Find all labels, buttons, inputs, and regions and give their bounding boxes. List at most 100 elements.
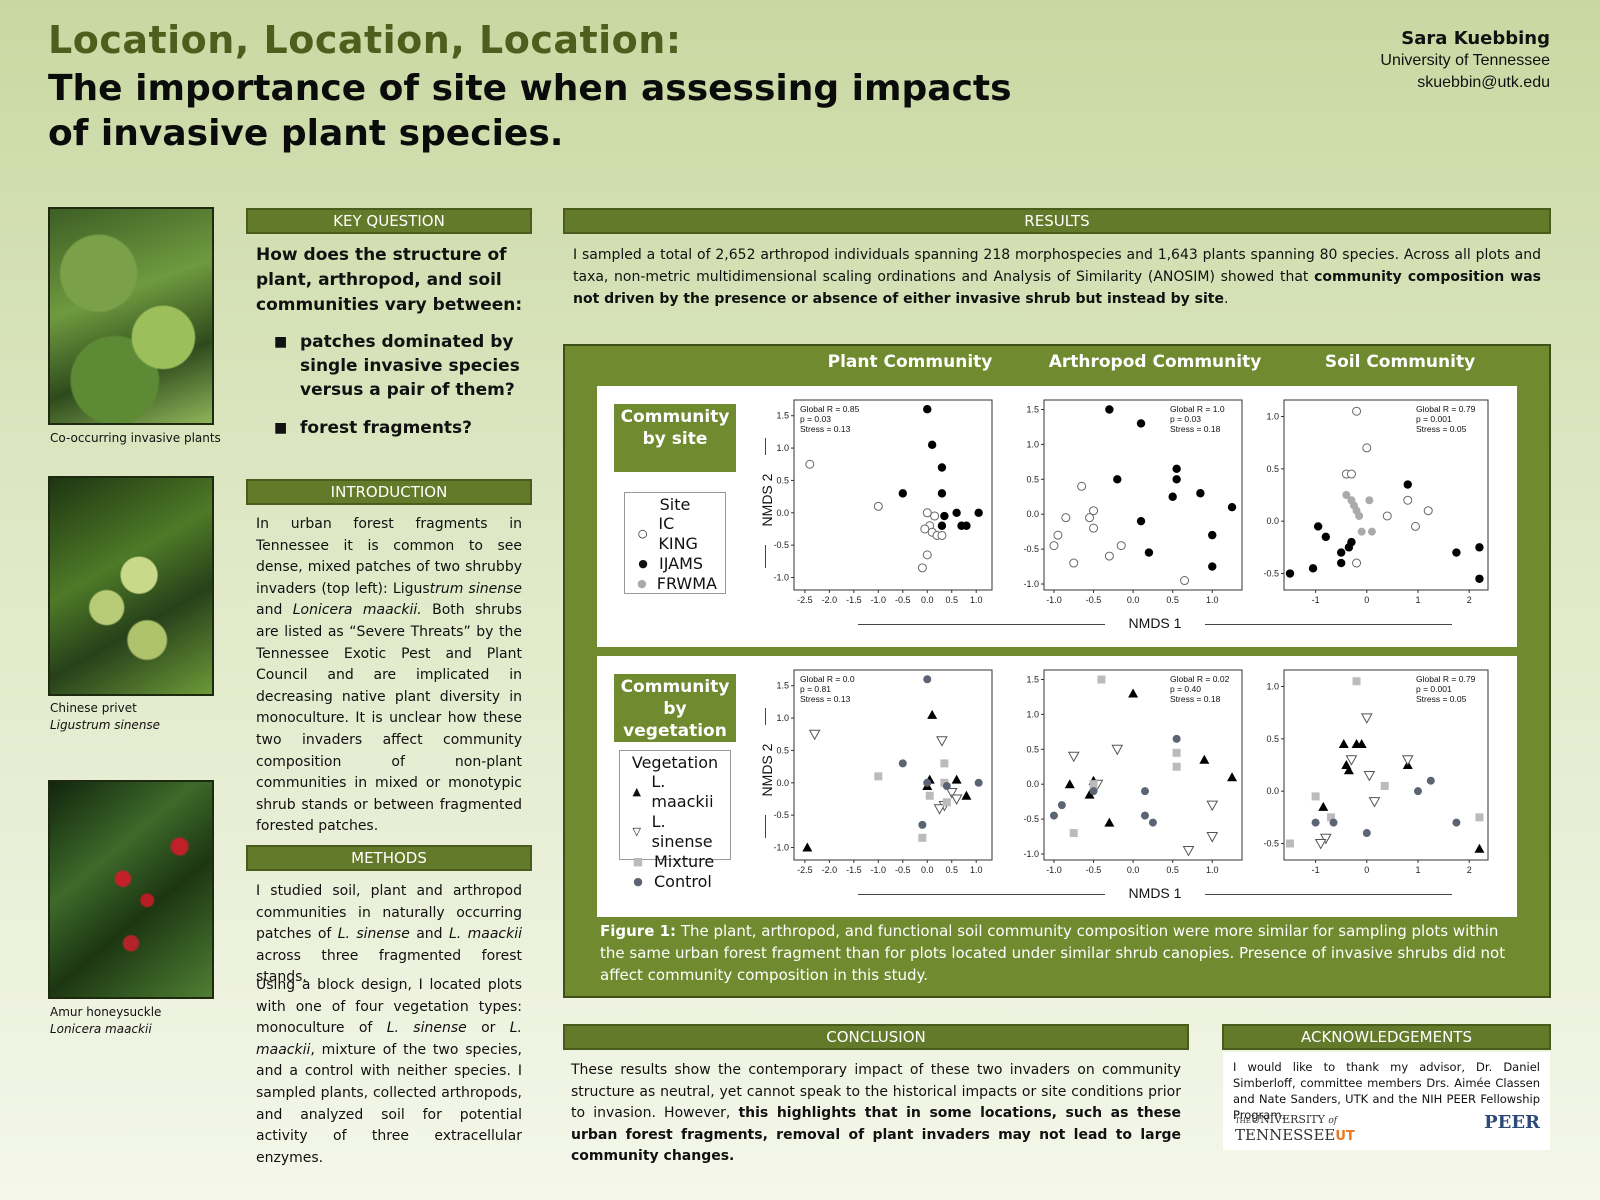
open-triangle-icon: ▽ <box>632 825 642 838</box>
data-point <box>942 782 951 791</box>
photo-caption-2-common: Chinese privet <box>50 701 137 715</box>
y-tick-label: -0.5 <box>774 540 789 550</box>
data-point <box>1057 801 1066 810</box>
data-point <box>1360 713 1373 724</box>
x-tick-label: 0.5 <box>1166 595 1179 605</box>
y-tick-label: -0.5 <box>1264 569 1279 579</box>
data-point <box>1475 813 1484 822</box>
acknowledgements-heading: ACKNOWLEDGEMENTS <box>1222 1024 1551 1050</box>
scatter-soil-by-vegetation: -1 0 1 2 1.0 0.5 0.0 -0.5 Global R = 0.79p = 0.0… <box>1264 669 1489 875</box>
row-tag-by-site: Community by site <box>614 404 736 472</box>
x-tick-label: 1.0 <box>1206 865 1219 875</box>
x-tick-label: -1.0 <box>871 865 887 875</box>
data-point <box>1140 811 1149 820</box>
legend-site-title: Site <box>659 495 691 514</box>
data-point <box>917 563 927 573</box>
x-tick-label: -2.5 <box>797 865 813 875</box>
photo-caption-2-latin: Ligustrum sinense <box>50 718 161 732</box>
stats-label: Global R = 0.02 <box>1170 674 1230 684</box>
x-tick-label: 1 <box>1415 595 1420 605</box>
stats-label: Global R = 0.79 <box>1416 674 1476 684</box>
data-point <box>1321 532 1331 542</box>
data-point <box>1067 751 1080 763</box>
stats-label: Stress = 0.18 <box>1170 694 1221 704</box>
data-point <box>1144 548 1154 557</box>
data-point <box>898 489 907 498</box>
x-tick-label: -0.5 <box>1086 865 1102 875</box>
stats-label: Stress = 0.05 <box>1416 424 1467 434</box>
x-tick-label: 0.5 <box>945 595 958 605</box>
data-point <box>1061 513 1071 523</box>
open-circle-icon: ○ <box>637 527 648 540</box>
photo-caption-2: Chinese privet Ligustrum sinense <box>50 700 160 734</box>
key-question-text: How does the structure of plant, arthrop… <box>256 245 523 315</box>
data-point <box>930 511 940 521</box>
grey-square-icon: ■ <box>632 855 644 868</box>
legend-item: ● FRWMA <box>633 574 717 594</box>
key-question-bullet: ■ patches dominated by single invasive sp… <box>256 330 526 402</box>
data-point <box>1180 576 1190 586</box>
data-point <box>1365 496 1374 505</box>
stats-label: Global R = 0.85 <box>800 404 860 414</box>
figure-column-arthropod: Arthropod Community <box>1048 352 1262 372</box>
x-tick-label: -1 <box>1312 865 1320 875</box>
stats-label: Stress = 0.13 <box>800 694 851 704</box>
data-point <box>1168 492 1177 501</box>
data-point <box>1403 495 1413 505</box>
data-point <box>1346 469 1356 479</box>
data-point <box>1136 516 1146 526</box>
y-tick-label: -0.5 <box>1264 839 1279 849</box>
y-tick-label: 0.0 <box>776 778 789 788</box>
y-tick-label: 0.0 <box>1026 509 1039 519</box>
y-tick-label: -1.0 <box>774 573 789 583</box>
scatter-plant-by-site: -2.5 -2.0 -1.5 -1.0 -0.5 0.0 0.5 1.0 1.5 1.0 0.5 0.… <box>774 399 993 605</box>
data-point <box>950 794 963 806</box>
x-tick-label: 0.0 <box>1127 595 1140 605</box>
scatter-plant-by-vegetation: -2.5 -2.0 -1.5 -1.0 -0.5 0.0 0.5 1.0 1.5 1.0 0.5 0.… <box>774 669 993 875</box>
data-point <box>1128 688 1139 698</box>
data-point <box>1347 537 1356 547</box>
data-point <box>1329 818 1338 827</box>
data-point <box>1352 677 1361 686</box>
data-point <box>940 778 949 787</box>
data-point <box>805 459 815 469</box>
introduction-text: In urban forest fragments in Tennessee i… <box>256 516 522 835</box>
data-point <box>937 521 947 530</box>
scatter-soil-by-site: -1 0 1 2 1.0 0.5 0.0 -0.5 Global R = 0.79p = 0.0… <box>1264 399 1489 605</box>
data-point <box>1053 530 1063 540</box>
x-tick-label: 0 <box>1364 865 1369 875</box>
author-affiliation: University of Tennessee <box>1380 52 1550 69</box>
methods-text-2: Using a block design, I located plots wi… <box>256 977 522 1166</box>
data-point <box>874 772 883 781</box>
y-tick-label: 1.5 <box>776 411 789 421</box>
data-point <box>1136 419 1146 428</box>
data-point <box>1104 817 1115 827</box>
y-tick-label: 0.5 <box>776 475 789 485</box>
y-axis-label-row2: NMDS 2 <box>740 708 796 838</box>
data-point <box>962 521 971 530</box>
x-tick-label: -1.5 <box>846 595 862 605</box>
author-email[interactable]: skuebbin@utk.edu <box>1417 74 1550 91</box>
data-point <box>945 788 958 799</box>
conclusion-text: These results show the contemporary impa… <box>571 1062 1182 1165</box>
data-point <box>1208 530 1217 540</box>
data-point <box>1475 543 1484 552</box>
data-point <box>974 778 983 787</box>
y-tick-label: -1.0 <box>774 843 789 853</box>
data-point <box>940 511 949 521</box>
data-point <box>1362 443 1372 453</box>
data-point <box>1089 506 1099 516</box>
y-tick-label: 0.5 <box>1266 734 1279 744</box>
figure-panel-by-vegetation <box>597 656 1517 917</box>
y-tick-label: 0.5 <box>1026 474 1039 484</box>
x-tick-label: 1.0 <box>970 595 983 605</box>
data-point <box>1403 480 1412 489</box>
data-point <box>1345 755 1358 766</box>
author-block: Sara Kuebbing University of Tennessee sk… <box>1380 28 1550 94</box>
data-point <box>1318 801 1329 811</box>
x-tick-label: 0 <box>1364 595 1369 605</box>
stats-label: p = 0.03 <box>1170 414 1201 424</box>
figure-column-plant: Plant Community <box>827 352 993 372</box>
data-point <box>1085 513 1095 523</box>
data-point <box>1423 506 1433 516</box>
